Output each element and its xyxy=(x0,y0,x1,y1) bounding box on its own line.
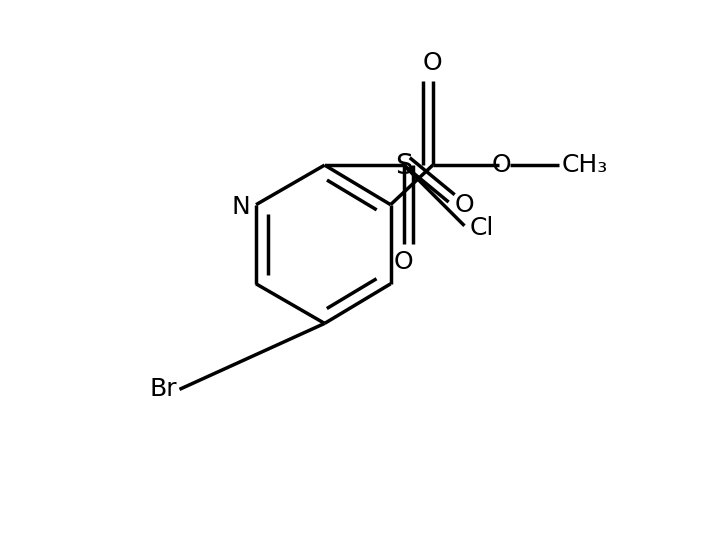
Text: O: O xyxy=(455,192,475,217)
Text: CH₃: CH₃ xyxy=(562,153,609,177)
Text: S: S xyxy=(395,152,413,180)
Text: O: O xyxy=(491,153,511,177)
Text: N: N xyxy=(232,195,251,219)
Text: Cl: Cl xyxy=(470,217,494,241)
Text: O: O xyxy=(394,250,413,273)
Text: O: O xyxy=(423,51,442,76)
Text: Br: Br xyxy=(150,377,177,401)
